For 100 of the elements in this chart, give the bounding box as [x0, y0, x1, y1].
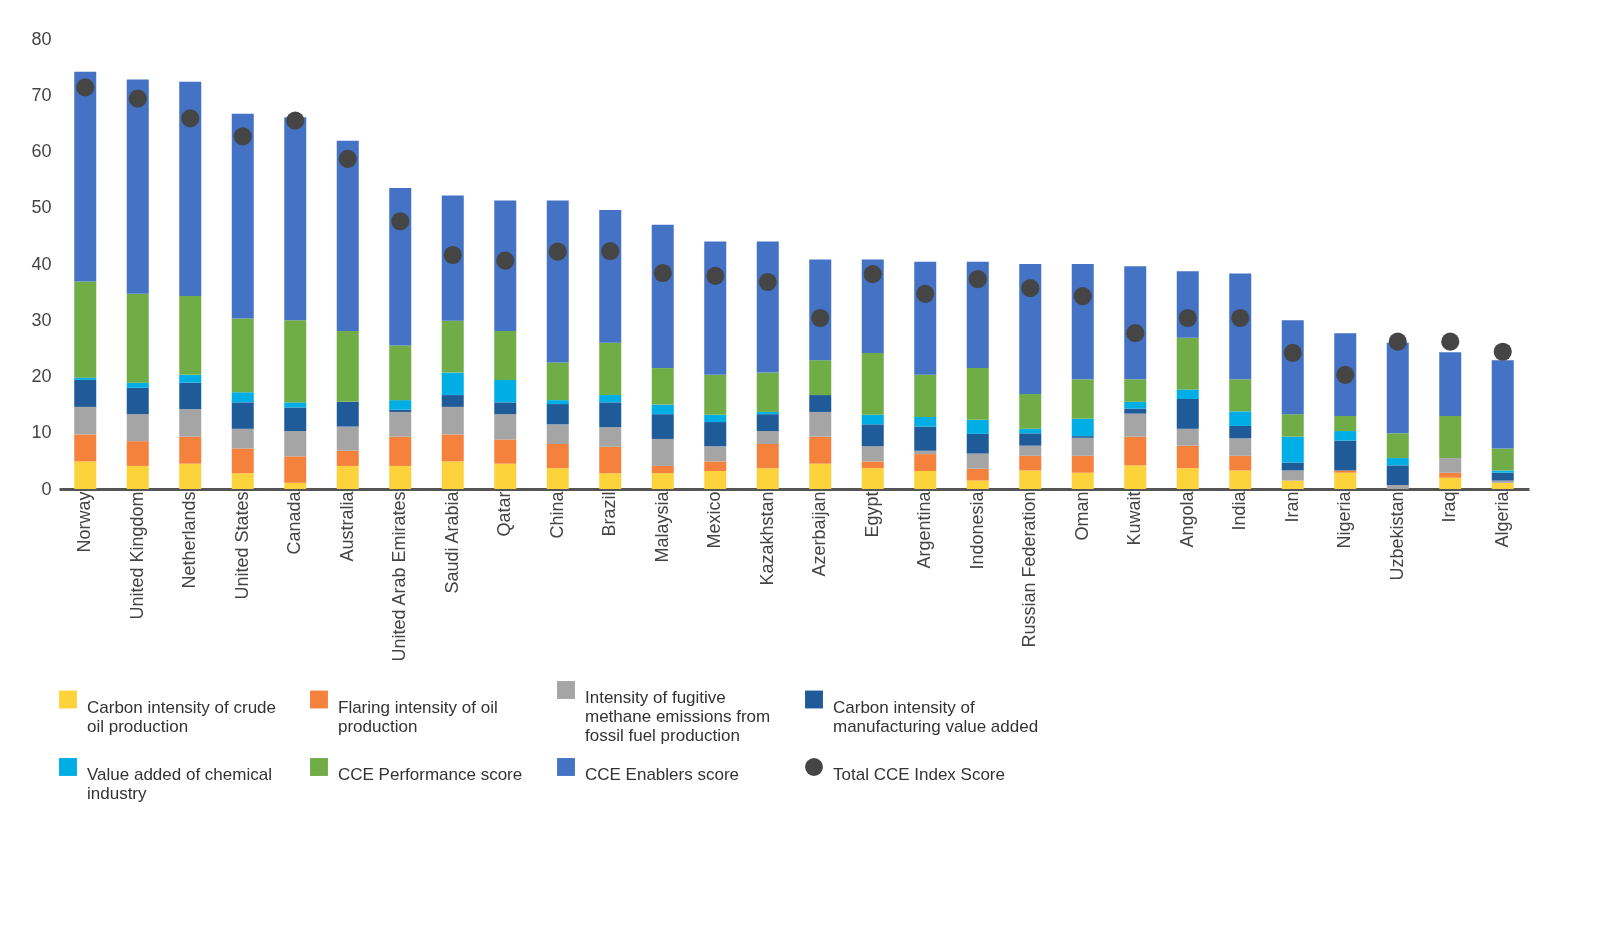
bar [126, 441, 149, 466]
bar [809, 436, 832, 464]
bar [1334, 472, 1357, 489]
bar [126, 387, 149, 415]
bar [1071, 379, 1094, 419]
bar [231, 113, 254, 319]
bar [179, 382, 202, 410]
bar [1281, 436, 1304, 463]
point [443, 245, 462, 265]
point [916, 284, 935, 303]
point [1283, 343, 1302, 362]
bar [441, 461, 464, 489]
bar [389, 465, 412, 489]
bar [861, 468, 884, 489]
bar [1334, 415, 1357, 432]
bar [494, 330, 517, 380]
bar [1386, 485, 1409, 489]
bar [231, 473, 254, 489]
point [1021, 279, 1040, 298]
bar [1229, 455, 1252, 471]
bar [914, 417, 937, 427]
bar [441, 372, 464, 396]
x-tick-label: Netherlands [179, 491, 200, 589]
y-tick-label: 0 [41, 478, 52, 499]
bar [1124, 401, 1147, 409]
x-tick-label: Saudi Arabia [441, 490, 462, 594]
bar [1176, 468, 1199, 489]
bar [231, 402, 254, 429]
x-tick-label: Malaysia [651, 490, 672, 563]
bar [546, 362, 569, 401]
bar [1491, 470, 1514, 473]
bar [179, 296, 202, 375]
bar [336, 426, 359, 451]
bar [336, 401, 359, 427]
bar [1334, 470, 1357, 473]
bar [284, 407, 307, 432]
bar [441, 406, 464, 435]
bar [389, 436, 412, 466]
bar [284, 402, 307, 408]
bar [651, 368, 674, 405]
point [338, 149, 357, 168]
x-tick-label: United States [231, 491, 252, 600]
x-tick-label: Angola [1176, 490, 1197, 548]
bar [336, 330, 359, 402]
bar [1281, 480, 1304, 489]
bar [1386, 433, 1409, 459]
bar [1439, 415, 1462, 459]
x-tick-label: Kuwait [1124, 491, 1145, 546]
x-tick-label: China [546, 490, 567, 539]
bar [441, 434, 464, 462]
bar [704, 461, 727, 471]
bar [1071, 472, 1094, 489]
bar [546, 468, 569, 489]
bar [704, 414, 727, 423]
point [181, 109, 200, 128]
bar [74, 461, 97, 489]
bar [1124, 413, 1147, 437]
bar [74, 71, 97, 282]
bar [966, 453, 989, 469]
bar [546, 424, 569, 444]
bar [914, 454, 937, 471]
y-tick-label: 20 [31, 366, 52, 386]
bar [809, 360, 832, 396]
bar [756, 431, 779, 444]
bar [231, 448, 254, 474]
point [1493, 342, 1512, 361]
point [1388, 332, 1407, 351]
x-tick-label: Brazil [599, 491, 620, 537]
y-tick-label: 70 [31, 84, 52, 105]
bar [389, 411, 412, 437]
bar [126, 293, 149, 383]
x-tick-label: Indonesia [966, 490, 987, 570]
bar [441, 195, 464, 321]
bar [494, 402, 517, 415]
bar [1019, 445, 1042, 456]
point [128, 89, 147, 108]
bar [756, 241, 779, 373]
x-tick-label: Egypt [861, 491, 882, 538]
y-tick-label: 60 [31, 141, 52, 161]
bar [1071, 455, 1094, 473]
bar [861, 424, 884, 447]
bar [126, 414, 149, 442]
point [1441, 332, 1460, 351]
bar [1019, 455, 1042, 471]
legend-label: CCE Performance score [338, 765, 523, 784]
bar [441, 395, 464, 407]
point [496, 251, 515, 270]
bar [1491, 360, 1514, 449]
point [391, 212, 410, 231]
bar [389, 400, 412, 410]
bar [651, 465, 674, 474]
bar [74, 434, 97, 462]
bar [861, 352, 884, 415]
bar [494, 379, 517, 403]
x-tick-label: India [1229, 490, 1250, 531]
bar [966, 433, 989, 454]
x-tick-label: Uzbekistan [1386, 491, 1407, 581]
bar [966, 368, 989, 420]
bar [1019, 470, 1042, 489]
bar [1229, 411, 1252, 426]
